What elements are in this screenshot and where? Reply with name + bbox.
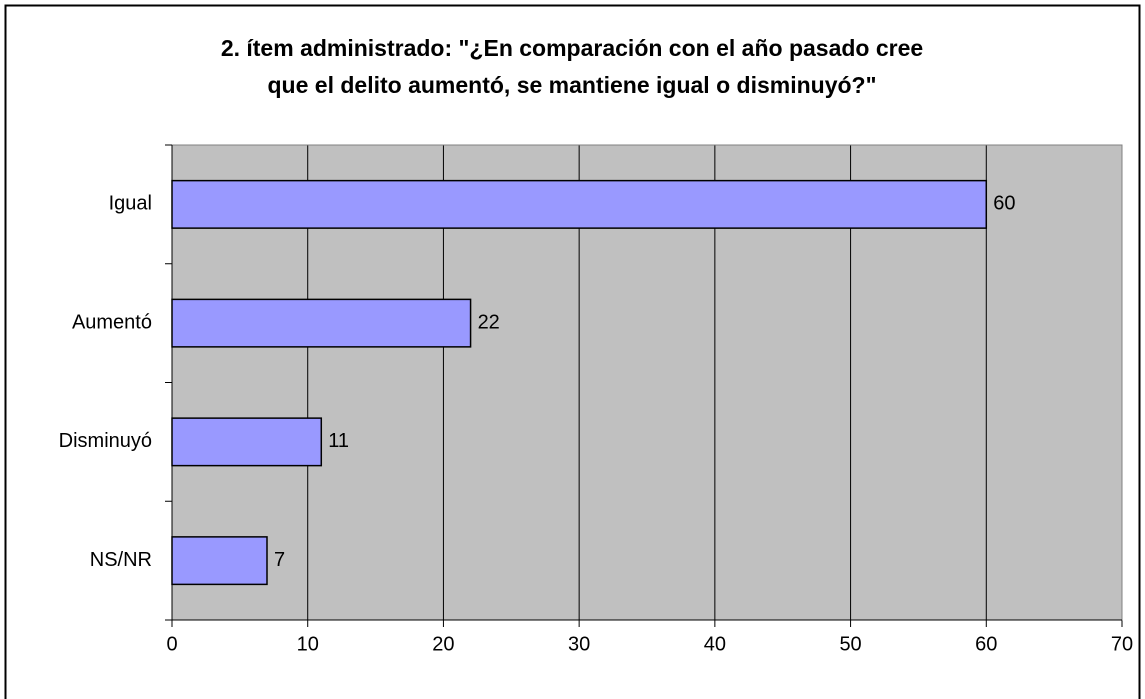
x-tick-label: 10 [297, 633, 319, 655]
data-label: 11 [328, 430, 349, 452]
y-tick-label: NS/NR [90, 549, 152, 571]
chart-border [4, 4, 1141, 699]
data-label: 7 [274, 549, 285, 571]
x-tick-label: 60 [975, 633, 997, 655]
chart-title: 2. ítem administrado: "¿En comparación c… [221, 35, 923, 61]
y-tick-label: Igual [109, 193, 152, 215]
bar [171, 298, 472, 348]
bar [171, 417, 323, 467]
data-label: 60 [993, 193, 1015, 215]
y-tick-label: Aumentó [72, 311, 152, 333]
data-label: 22 [478, 311, 500, 333]
x-tick-label: 40 [704, 633, 726, 655]
x-tick-label: 50 [839, 633, 861, 655]
y-tick-label: Disminuyó [59, 430, 152, 452]
x-tick-label: 0 [166, 633, 177, 655]
x-tick-label: 30 [568, 633, 590, 655]
x-tick-label: 70 [1111, 633, 1133, 655]
bar [171, 179, 988, 229]
chart-title: que el delito aumentó, se mantiene igual… [268, 72, 877, 98]
bar [171, 536, 268, 586]
x-tick-label: 20 [432, 633, 454, 655]
